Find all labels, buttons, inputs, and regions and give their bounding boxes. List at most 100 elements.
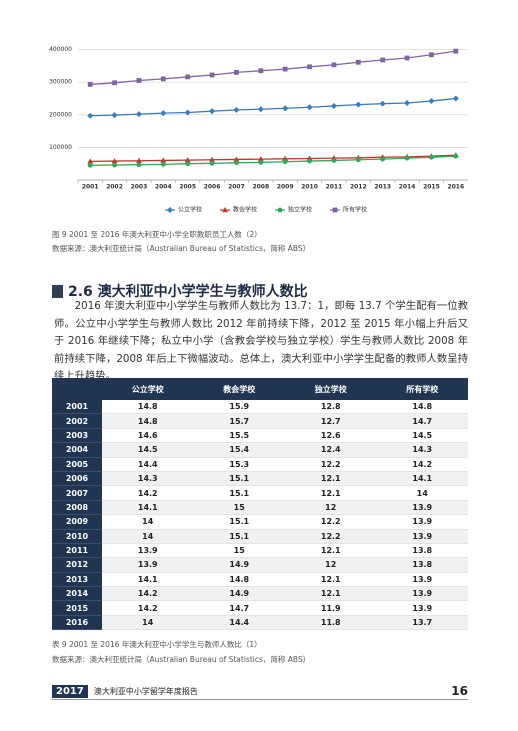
- table-cell: 11.8: [285, 615, 377, 631]
- data-point: [282, 155, 289, 161]
- table-cell: 15.1: [193, 485, 285, 501]
- x-tick-label: 2003: [131, 184, 148, 191]
- data-point: [111, 112, 118, 119]
- table-cell: 12.1: [285, 586, 377, 602]
- table-cell: 14.2: [376, 457, 468, 472]
- table-caption: 表 9 2001 至 2016 年澳大利亚中小学学生与教师人数比（1）: [52, 640, 262, 649]
- x-tick-label: 2005: [179, 184, 196, 191]
- column-header: 所有学校: [376, 378, 468, 400]
- table-cell: 14.8: [102, 413, 194, 429]
- table-row: 2012 13.9 14.9 12 13.8: [52, 557, 468, 573]
- legend-label: 所有学校: [343, 206, 367, 214]
- data-point: [87, 112, 94, 119]
- data-point: [429, 52, 434, 58]
- table-row: 2006 14.3 15.1 12.1 14.1: [52, 471, 468, 487]
- heading-marker: [52, 284, 63, 298]
- row-header: 2004: [52, 442, 102, 458]
- x-tick-label: 2013: [374, 184, 391, 191]
- data-point: [282, 66, 288, 72]
- data-point: [112, 80, 117, 86]
- table-cell: 14.9: [193, 586, 285, 602]
- table-cell: 14.3: [376, 442, 468, 458]
- x-tick-label: 2016: [447, 184, 464, 191]
- data-point: [87, 82, 93, 87]
- x-tick-label: 2011: [326, 184, 343, 191]
- row-header: 2006: [52, 471, 102, 487]
- table-row: 2016 14 14.4 11.8 13.7: [52, 615, 468, 631]
- table-cell: 13.9: [376, 514, 468, 530]
- y-tick-label: 300000: [49, 79, 72, 86]
- table-cell: 13.8: [376, 557, 468, 573]
- table-row: 2015 14.2 14.7 11.9 13.9: [52, 600, 468, 616]
- data-point: [428, 98, 435, 105]
- table-cell: 14.2: [102, 586, 194, 602]
- table-cell: 14: [102, 529, 194, 544]
- data-point: [380, 156, 386, 162]
- paragraph: 2016 年澳大利亚中小学学生与教师人数比为 13.7：1，即每 13.7 个学…: [54, 300, 468, 382]
- data-point: [87, 162, 93, 168]
- table-cell: 14.6: [102, 428, 194, 444]
- table-cell: 14: [102, 615, 194, 631]
- table-cell: 15: [193, 500, 285, 516]
- table-cell: 14.1: [102, 572, 194, 588]
- data-point: [257, 106, 264, 113]
- table-cell: 12.8: [285, 400, 377, 415]
- x-tick-label: 2010: [301, 184, 318, 191]
- data-point: [233, 106, 240, 113]
- data-point: [452, 95, 459, 102]
- data-point: [234, 160, 239, 166]
- table-row: 2005 14.4 15.3 12.2 14.2: [52, 457, 468, 472]
- data-point: [379, 100, 386, 107]
- y-tick-label: 200000: [49, 111, 72, 118]
- data-point: [404, 55, 410, 61]
- data-point: [282, 159, 288, 165]
- row-header: 2002: [52, 413, 102, 429]
- data-point: [404, 100, 411, 107]
- data-table: 公立学校 教会学校 独立学校 所有学校 2001 14.8 15.9 12.8 14.8 2002…: [52, 378, 468, 631]
- row-header: 2014: [52, 586, 102, 602]
- table-row: 2014 14.2 14.9 12.1 13.9: [52, 586, 468, 602]
- table-row: 2011 13.9 15 12.1 13.8: [52, 543, 468, 559]
- data-point: [355, 59, 361, 65]
- table-cell: 14.1: [376, 471, 468, 487]
- data-point: [209, 72, 215, 78]
- table-row: 2009 14 15.1 12.2 13.9: [52, 514, 468, 530]
- table-cell: 14.9: [193, 557, 285, 573]
- table-cell: 14.1: [102, 500, 194, 516]
- data-point: [331, 62, 337, 68]
- series-line: [90, 97, 456, 117]
- x-tick-label: 2007: [228, 184, 245, 191]
- table-cell: 14.4: [193, 615, 285, 631]
- table-cell: 12.6: [285, 428, 377, 444]
- data-point: [355, 157, 361, 163]
- table-cell: 14.8: [376, 400, 468, 415]
- table-row: 2013 14.1 14.8 12.1 13.9: [52, 572, 468, 588]
- data-point: [160, 161, 166, 167]
- x-tick-label: 2001: [82, 184, 99, 191]
- table-cell: 14.2: [102, 485, 194, 501]
- x-tick-label: 2009: [277, 184, 294, 191]
- table-cell: 15.9: [193, 400, 285, 415]
- table-row: 2007 14.2 15.1 12.1 14: [52, 485, 468, 501]
- data-point: [331, 158, 337, 163]
- data-point: [87, 158, 94, 164]
- data-point: [184, 109, 191, 116]
- table-cell: 15.1: [193, 514, 285, 530]
- table-row: 2008 14.1 15 12 13.9: [52, 500, 468, 516]
- table-row: 2004 14.5 15.4 12.4 14.3: [52, 442, 468, 458]
- data-point: [209, 156, 216, 162]
- table-cell: 15.4: [193, 442, 285, 458]
- x-tick-label: 2006: [204, 184, 221, 191]
- section-heading: 2.6 澳大利亚中小学学生与教师人数比: [52, 281, 308, 301]
- table-cell: 14.3: [102, 471, 194, 487]
- footer-title: 澳大利亚中小学留学年度报告: [93, 686, 198, 696]
- chart: 100000 200000 300000 400000 2001 2002 2003 2004…: [49, 46, 468, 214]
- x-tick-label: 2004: [155, 184, 172, 191]
- table-cell: 12: [285, 557, 377, 573]
- figure-source: 数据来源：澳大利亚统计局（Australian Bureau of Statis…: [52, 244, 311, 253]
- data-point: [136, 78, 142, 83]
- footer: 2017 澳大利亚中小学留学年度报告 16: [52, 683, 468, 700]
- legend-marker: [222, 207, 228, 213]
- x-tick-label: 2015: [423, 184, 440, 191]
- table-row: 2001 14.8 15.9 12.8 14.8: [52, 400, 468, 415]
